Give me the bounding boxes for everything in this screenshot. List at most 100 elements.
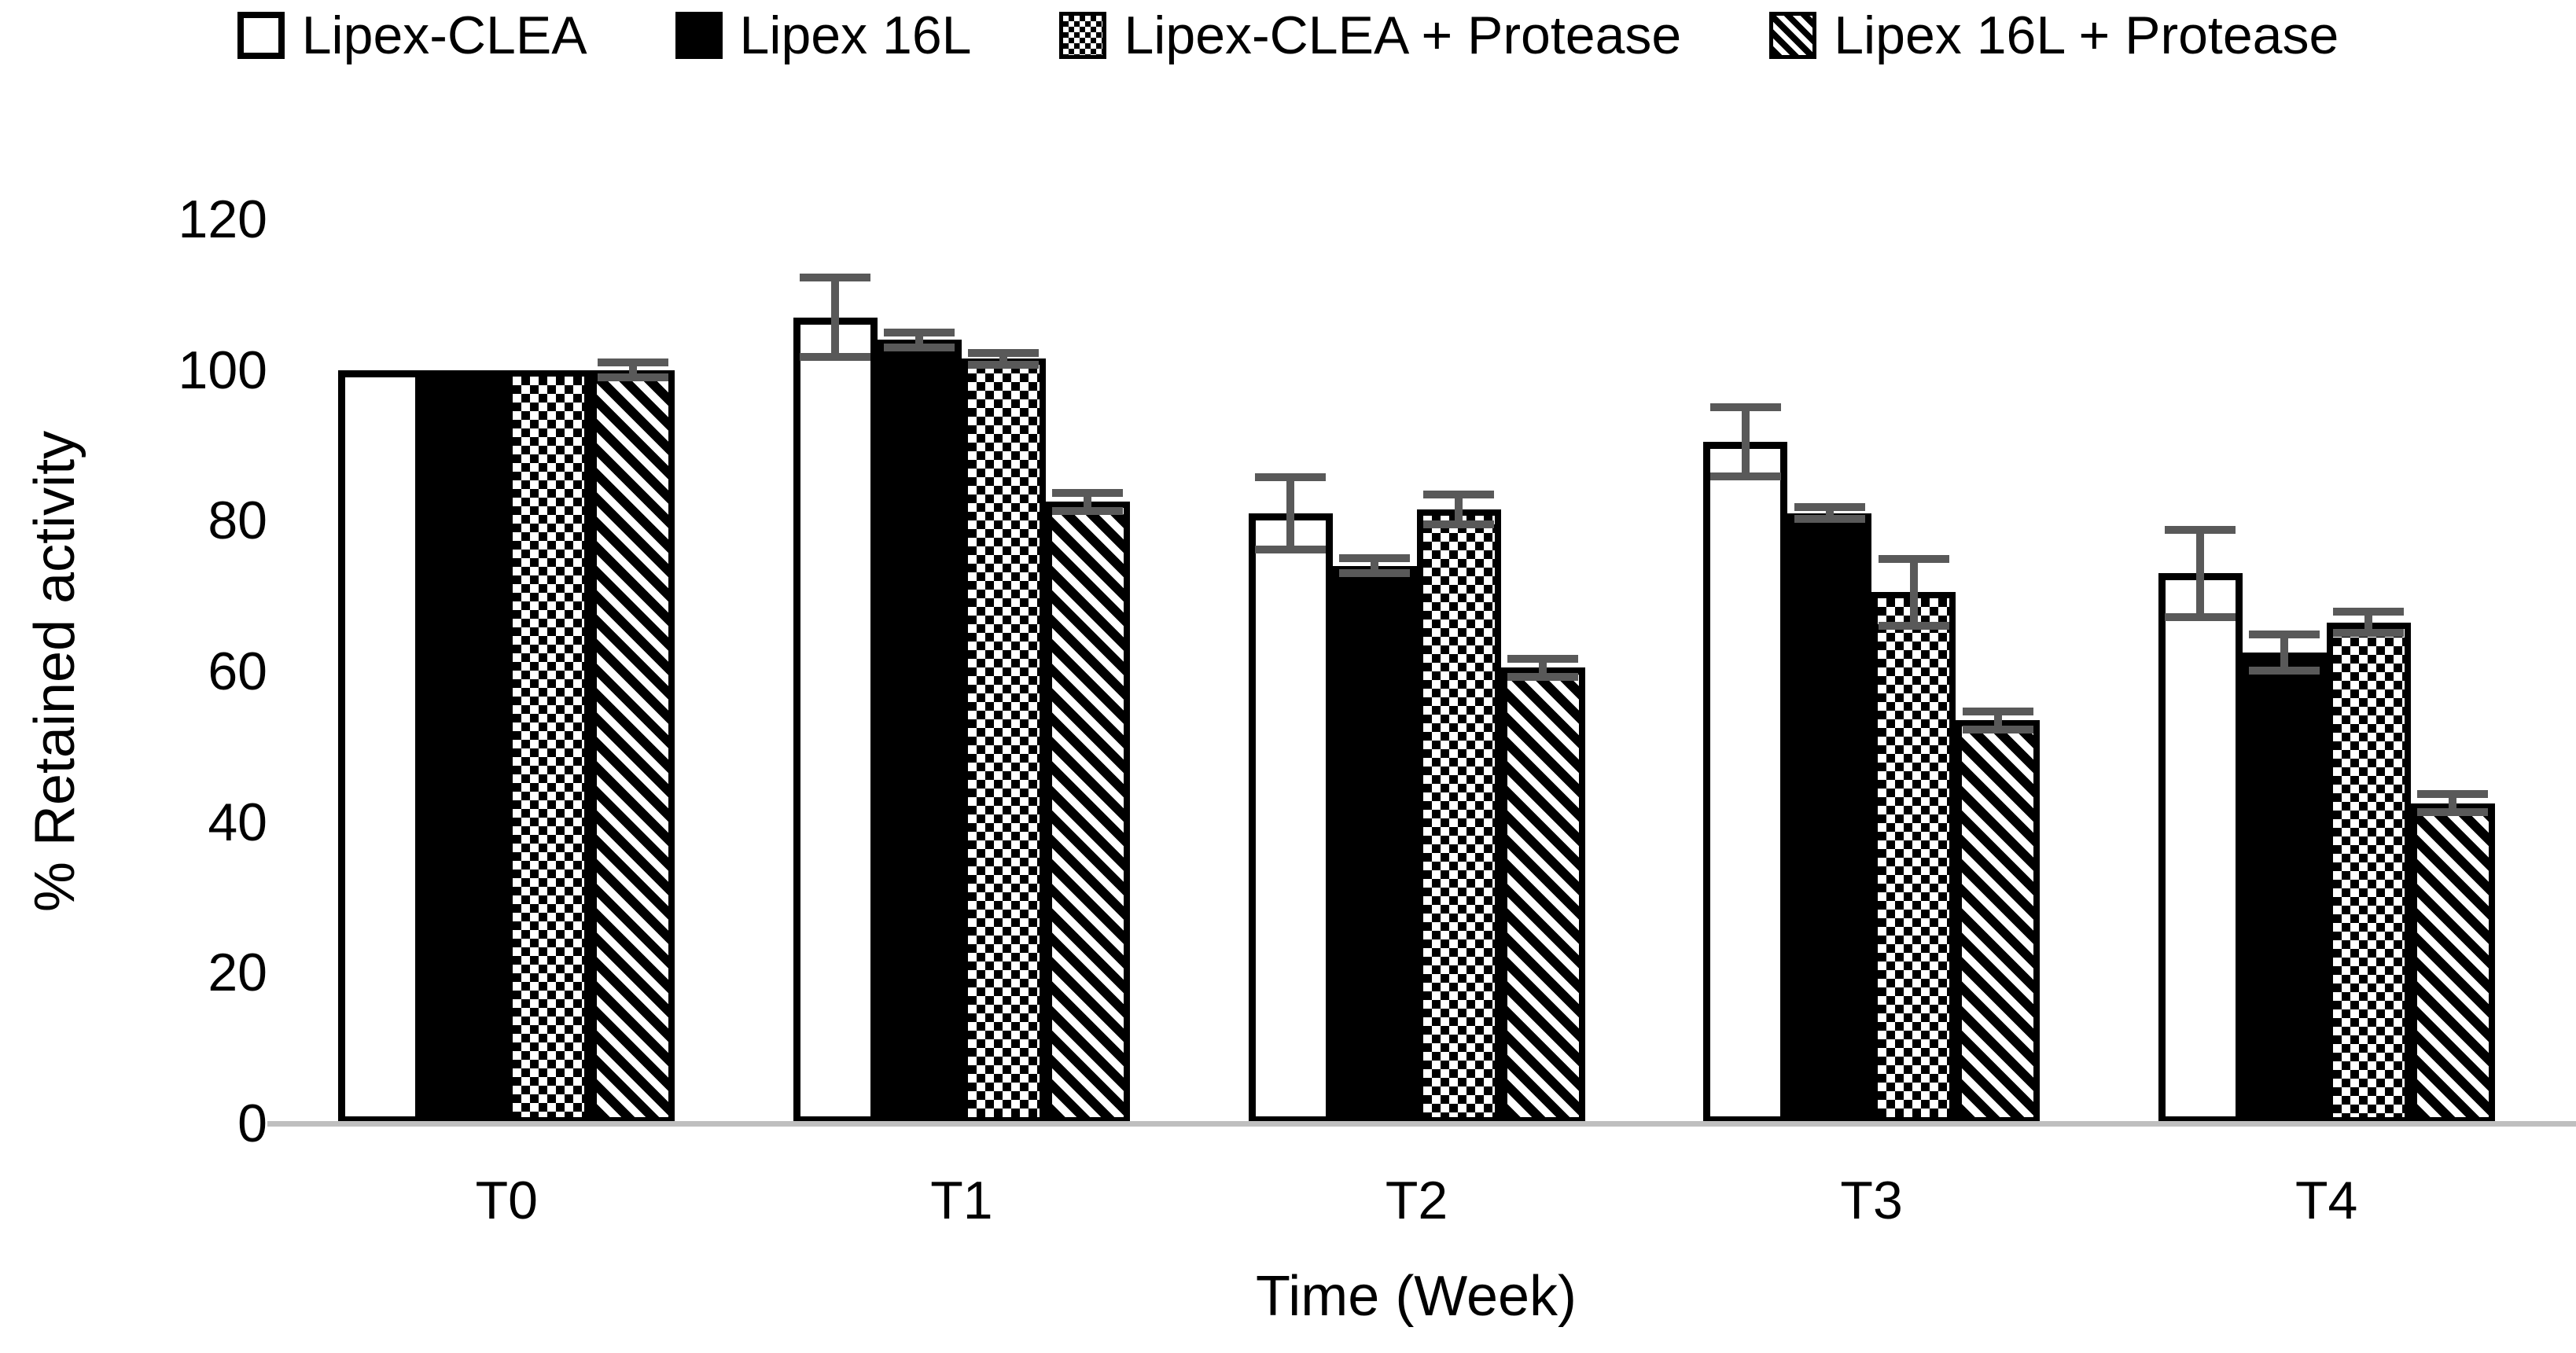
error-bar-cap bbox=[2249, 631, 2320, 639]
bar-black-t0 bbox=[422, 370, 507, 1123]
bar-black-t3 bbox=[1787, 513, 1872, 1123]
error-bar-cap bbox=[597, 358, 668, 367]
error-bar-cap bbox=[1794, 503, 1865, 512]
y-tick-label: 120 bbox=[178, 189, 267, 249]
x-category-label: T3 bbox=[1840, 1171, 1903, 1230]
y-tick-label: 60 bbox=[208, 642, 267, 701]
error-bar-cap bbox=[1423, 520, 1494, 529]
error-bar bbox=[1993, 711, 2002, 730]
legend-item: Lipex 16L + Protease bbox=[1769, 5, 2339, 66]
legend-label: Lipex 16L + Protease bbox=[1834, 6, 2339, 65]
bar-white-t0 bbox=[338, 370, 423, 1123]
legend-item: Lipex-CLEA + Protease bbox=[1059, 5, 1681, 66]
y-tick-label: 40 bbox=[208, 792, 267, 852]
error-bar-cap bbox=[2249, 667, 2320, 675]
error-bar bbox=[915, 332, 924, 347]
y-tick-label: 0 bbox=[237, 1094, 267, 1153]
error-bar-cap bbox=[968, 360, 1040, 369]
legend-label: Lipex 16L bbox=[739, 6, 972, 65]
error-bar-cap bbox=[1255, 472, 1326, 481]
error-bar bbox=[831, 277, 840, 358]
bar-checker-t3 bbox=[1871, 592, 1956, 1123]
error-bar-cap bbox=[800, 273, 871, 281]
error-bar bbox=[999, 352, 1008, 365]
error-bar-cap bbox=[597, 373, 668, 382]
error-bar bbox=[2196, 529, 2205, 617]
bar-white-t3 bbox=[1703, 441, 1788, 1123]
error-bar-cap bbox=[1339, 554, 1410, 563]
legend-label: Lipex-CLEA bbox=[301, 6, 587, 65]
error-bar-cap bbox=[1255, 545, 1326, 553]
y-tick-label: 20 bbox=[208, 943, 267, 1003]
bar-white-t2 bbox=[1248, 513, 1333, 1123]
bar-diagonal-t4 bbox=[2410, 803, 2495, 1123]
error-bar bbox=[1741, 406, 1750, 476]
error-bar-cap bbox=[2417, 790, 2489, 799]
legend-label: Lipex-CLEA + Protease bbox=[1124, 6, 1682, 65]
x-axis-title: Time (Week) bbox=[1255, 1265, 1577, 1328]
bar-diagonal-t3 bbox=[1956, 720, 2041, 1123]
error-bar-cap bbox=[2333, 629, 2405, 638]
error-bar-cap bbox=[1507, 672, 1578, 681]
error-bar bbox=[1286, 476, 1294, 550]
error-bar bbox=[1539, 658, 1547, 677]
error-bar bbox=[2364, 612, 2373, 634]
y-tick-label: 80 bbox=[208, 491, 267, 551]
error-bar-cap bbox=[1709, 403, 1781, 411]
error-bar-cap bbox=[884, 328, 955, 336]
bar-checker-t2 bbox=[1416, 509, 1501, 1123]
error-bar bbox=[2449, 794, 2457, 813]
error-bar-cap bbox=[2333, 608, 2405, 616]
error-bar-cap bbox=[884, 343, 955, 351]
bar-checker-t1 bbox=[961, 358, 1046, 1123]
error-bar-cap bbox=[1962, 725, 2033, 733]
x-category-label: T1 bbox=[930, 1171, 993, 1230]
error-bar-cap bbox=[1794, 515, 1865, 524]
x-category-label: T2 bbox=[1385, 1171, 1448, 1230]
bar-black-t2 bbox=[1332, 565, 1417, 1123]
error-bar-cap bbox=[1423, 490, 1494, 498]
bar-checker-t4 bbox=[2326, 622, 2411, 1123]
error-bar bbox=[2280, 634, 2289, 671]
x-axis-line bbox=[267, 1121, 2576, 1127]
bar-black-t4 bbox=[2242, 653, 2327, 1123]
bar-white-t4 bbox=[2158, 573, 2243, 1123]
error-bar-cap bbox=[1052, 488, 1124, 497]
error-bar-cap bbox=[968, 348, 1040, 357]
legend: Lipex-CLEA Lipex 16L Lipex-CLEA + Protease… bbox=[0, 5, 2576, 66]
error-bar-cap bbox=[1339, 569, 1410, 578]
error-bar bbox=[1825, 507, 1834, 520]
error-bar-cap bbox=[2165, 525, 2236, 534]
y-tick-label: 100 bbox=[178, 340, 267, 400]
bar-diagonal-t1 bbox=[1045, 502, 1130, 1123]
error-bar-cap bbox=[1507, 654, 1578, 663]
error-bar bbox=[1084, 492, 1092, 511]
x-category-label: T0 bbox=[475, 1171, 538, 1230]
error-bar-cap bbox=[1709, 472, 1781, 480]
error-bar-cap bbox=[1878, 621, 1949, 630]
legend-item: Lipex 16L bbox=[675, 5, 972, 66]
bar-white-t1 bbox=[793, 317, 878, 1123]
bar-diagonal-t0 bbox=[591, 370, 675, 1123]
error-bar-cap bbox=[2417, 808, 2489, 817]
legend-item: Lipex-CLEA bbox=[237, 5, 587, 66]
legend-swatch-black-icon bbox=[675, 12, 723, 59]
legend-swatch-checker-icon bbox=[1059, 12, 1107, 59]
error-bar-cap bbox=[2165, 613, 2236, 621]
error-bar bbox=[628, 362, 637, 378]
bar-checker-t0 bbox=[506, 370, 591, 1123]
legend-swatch-diagonal-icon bbox=[1769, 12, 1817, 59]
bar-diagonal-t2 bbox=[1500, 667, 1585, 1123]
error-bar-cap bbox=[1962, 707, 2033, 715]
error-bar bbox=[1455, 494, 1463, 525]
error-bar bbox=[1371, 558, 1378, 574]
bar-black-t1 bbox=[877, 340, 962, 1123]
error-bar bbox=[1909, 559, 1918, 626]
error-bar-cap bbox=[800, 353, 871, 362]
error-bar-cap bbox=[1878, 555, 1949, 564]
legend-swatch-white-icon bbox=[237, 12, 285, 59]
x-category-label: T4 bbox=[2295, 1171, 2358, 1230]
error-bar-cap bbox=[1052, 506, 1124, 515]
